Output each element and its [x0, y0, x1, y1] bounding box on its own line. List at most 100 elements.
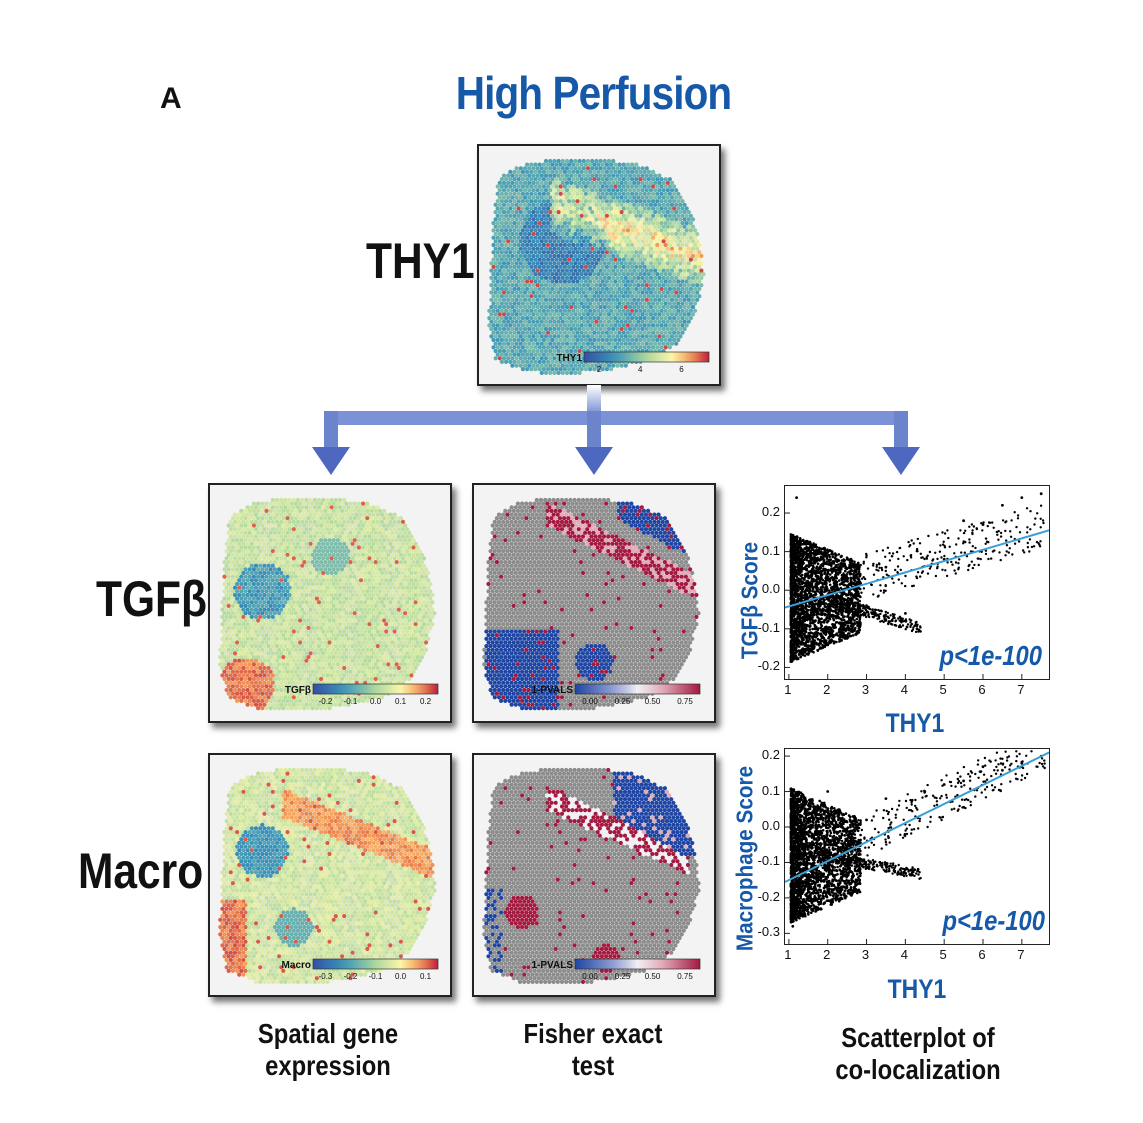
map-spot	[321, 570, 326, 576]
map-spot	[535, 253, 540, 259]
map-spot	[617, 337, 622, 343]
map-spot	[230, 545, 235, 550]
map-spot	[573, 370, 578, 375]
map-spot	[350, 556, 355, 561]
map-spot	[636, 334, 641, 339]
map-spot	[363, 665, 368, 671]
map-spot	[613, 191, 618, 196]
map-spot	[583, 250, 588, 255]
map-spot	[287, 629, 292, 634]
map-spot	[346, 505, 351, 510]
map-spot	[588, 206, 593, 211]
map-spot	[266, 651, 271, 656]
map-spot	[266, 527, 271, 532]
map-spot	[653, 180, 658, 185]
map-spot	[573, 188, 578, 193]
map-spot	[222, 574, 227, 579]
map-spot	[661, 188, 666, 193]
map-spot	[407, 603, 412, 608]
map-spot	[621, 345, 626, 350]
map-spot	[562, 169, 567, 174]
map-spot	[569, 356, 574, 361]
map-spot	[335, 676, 340, 682]
map-spot	[344, 538, 349, 543]
map-spot	[371, 665, 376, 671]
map-spot	[606, 334, 612, 339]
map-spot	[674, 195, 679, 200]
map-spot	[644, 202, 649, 207]
map-spot	[295, 636, 301, 641]
map-spot	[270, 570, 275, 576]
map-spot	[682, 312, 687, 317]
map-spot	[316, 607, 322, 612]
map-spot	[304, 541, 309, 546]
map-spot	[564, 246, 570, 251]
map-spot	[674, 239, 679, 244]
map-spot	[358, 673, 364, 678]
map-spot	[226, 603, 231, 608]
map-spot	[331, 618, 336, 623]
map-spot	[348, 676, 353, 682]
map-spot	[264, 589, 269, 594]
map-spot	[533, 235, 538, 240]
map-spot	[592, 228, 597, 233]
map-spot	[430, 607, 435, 612]
map-spot	[386, 523, 391, 528]
map-spot	[224, 563, 229, 568]
map-spot	[277, 501, 282, 506]
map-spot	[289, 596, 294, 601]
map-spot	[253, 549, 259, 554]
map-spot	[302, 538, 307, 543]
map-spot	[394, 640, 399, 645]
map-spot	[648, 261, 654, 266]
map-spot	[409, 563, 414, 568]
map-spot	[306, 523, 311, 528]
map-spot	[569, 363, 574, 368]
map-spot	[520, 294, 525, 299]
map-spot	[556, 166, 561, 171]
map-spot	[560, 180, 565, 185]
map-spot	[235, 676, 240, 682]
map-spot	[527, 268, 532, 273]
map-spot	[632, 261, 637, 266]
map-spot	[403, 676, 408, 682]
map-spot	[379, 636, 385, 641]
map-spot	[396, 607, 401, 612]
map-spot	[348, 567, 353, 572]
map-spot	[411, 574, 416, 579]
map-spot	[241, 673, 246, 678]
map-spot	[642, 177, 647, 182]
map-spot	[543, 356, 549, 361]
map-spot	[623, 202, 628, 207]
map-spot	[266, 541, 271, 546]
map-spot	[283, 534, 288, 539]
map-spot	[575, 250, 580, 255]
map-spot	[543, 239, 549, 244]
map-spot	[529, 199, 534, 204]
map-spot	[516, 352, 521, 357]
map-spot	[646, 272, 651, 277]
map-spot	[327, 589, 332, 594]
map-spot	[598, 202, 603, 207]
map-spot	[556, 341, 561, 346]
map-spot	[665, 224, 670, 229]
map-spot	[527, 173, 532, 178]
map-spot	[499, 221, 504, 226]
map-spot	[621, 177, 626, 182]
map-spot	[417, 592, 422, 598]
map-spot	[640, 224, 645, 229]
map-spot	[335, 662, 340, 667]
map-spot	[527, 261, 532, 266]
map-spot	[230, 633, 235, 638]
map-spot	[251, 603, 256, 608]
map-spot	[619, 173, 624, 178]
map-spot	[512, 242, 517, 248]
map-spot	[285, 662, 290, 667]
map-spot	[617, 213, 622, 218]
map-spot	[329, 636, 334, 641]
map-spot	[398, 611, 403, 616]
map-spot	[550, 301, 555, 306]
map-spot	[266, 629, 271, 634]
map-spot	[365, 538, 370, 543]
map-spot	[676, 316, 681, 321]
